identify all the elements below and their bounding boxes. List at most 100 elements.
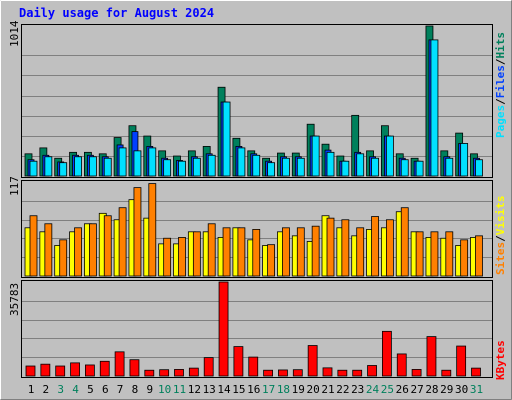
- legend-kbytes: KBytes: [494, 340, 507, 380]
- bar-sites-day-11: [178, 237, 186, 277]
- bar-sites-day-6: [103, 215, 112, 277]
- bar-pages-day-6: [103, 157, 112, 177]
- bar-sites-day-18: [282, 227, 290, 277]
- bar-kbytes-day-8: [129, 359, 140, 377]
- bar-kbytes-day-26: [396, 353, 407, 377]
- bar-pages-day-28: [430, 39, 439, 177]
- bar-kbytes-day-22: [337, 369, 348, 377]
- bar-kbytes-day-24: [367, 365, 377, 377]
- bar-pages-day-4: [74, 156, 82, 177]
- x-tick-label-day-31: 31: [470, 383, 483, 396]
- bar-sites-day-21: [326, 217, 335, 277]
- bar-pages-day-12: [192, 157, 201, 177]
- bar-pages-day-9: [148, 147, 157, 177]
- bar-sites-day-17: [267, 244, 276, 277]
- x-tick-label-day-3: 3: [57, 383, 64, 396]
- bar-pages-day-15: [237, 147, 246, 177]
- bar-pages-day-1: [29, 160, 38, 177]
- bar-kbytes-day-19: [292, 369, 303, 377]
- bar-kbytes-day-23: [352, 369, 363, 377]
- x-tick-label-day-21: 21: [321, 383, 334, 396]
- bar-sites-day-20: [311, 225, 320, 277]
- bar-kbytes-day-7: [114, 351, 125, 377]
- x-tick-label-day-19: 19: [292, 383, 305, 396]
- bar-kbytes-day-21: [322, 367, 333, 377]
- bar-pages-day-20: [311, 135, 320, 177]
- bar-pages-day-30: [460, 143, 469, 177]
- bar-kbytes-day-31: [471, 367, 481, 377]
- x-tick-label-day-6: 6: [102, 383, 109, 396]
- bar-sites-day-7: [118, 207, 127, 277]
- bar-kbytes-day-15: [233, 346, 244, 377]
- bar-sites-day-28: [430, 231, 439, 277]
- legend-part-bottom-0: KBytes: [494, 340, 507, 380]
- x-tick-label-day-1: 1: [28, 383, 35, 396]
- y-max-label-hits: 1014: [8, 20, 21, 47]
- legend-sites-visits: Sites/Visits: [494, 196, 507, 276]
- panel-kbytes-frame: [21, 280, 493, 378]
- bar-sites-day-1: [29, 215, 38, 277]
- bar-pages-day-21: [326, 151, 335, 177]
- x-tick-label-day-7: 7: [117, 383, 124, 396]
- bar-pages-day-5: [89, 156, 97, 177]
- bar-sites-day-26: [400, 207, 409, 277]
- bar-sites-day-24: [371, 216, 379, 277]
- bar-sites-day-16: [252, 229, 261, 277]
- bar-kbytes-day-2: [40, 363, 51, 377]
- bar-kbytes-day-10: [159, 369, 170, 377]
- y-max-label-visits: 117: [8, 176, 21, 196]
- legend-part-middle-1: /: [494, 235, 507, 242]
- bar-pages-day-24: [371, 157, 379, 177]
- x-tick-label-day-30: 30: [455, 383, 468, 396]
- y-max-label-kbytes: 35783: [8, 283, 21, 316]
- bar-sites-day-3: [59, 239, 68, 277]
- bar-sites-day-27: [415, 231, 424, 277]
- bar-pages-day-3: [59, 162, 68, 177]
- panel-hits-frame: [21, 24, 493, 178]
- bar-sites-day-9: [148, 183, 157, 277]
- bar-sites-day-10: [163, 237, 172, 277]
- bar-sites-day-25: [385, 219, 394, 277]
- bar-pages-day-17: [267, 162, 276, 177]
- bar-sites-day-14: [222, 227, 231, 277]
- bar-kbytes-day-3: [55, 365, 66, 377]
- bar-pages-day-7: [118, 147, 127, 177]
- x-tick-label-day-13: 13: [203, 383, 216, 396]
- bar-pages-day-11: [178, 160, 186, 177]
- bar-sites-day-31: [475, 235, 483, 277]
- x-tick-label-day-18: 18: [277, 383, 290, 396]
- bar-pages-day-18: [282, 157, 290, 177]
- bar-sites-day-15: [237, 227, 246, 277]
- bar-kbytes-day-28: [426, 336, 437, 377]
- legend-hits-files-pages: Pages/Files/Hits: [494, 32, 507, 138]
- x-tick-label-day-26: 26: [396, 383, 409, 396]
- legend-part-top-2: Files: [494, 65, 507, 98]
- x-tick-label-day-23: 23: [351, 383, 364, 396]
- bar-kbytes-day-6: [99, 360, 110, 377]
- bar-sites-day-19: [296, 227, 305, 277]
- bar-sites-day-2: [44, 223, 53, 277]
- bar-sites-day-8: [133, 187, 142, 277]
- bar-pages-day-13: [207, 154, 216, 177]
- x-tick-label-day-14: 14: [217, 383, 231, 396]
- bar-kbytes-day-16: [248, 356, 259, 377]
- bar-kbytes-day-17: [263, 369, 274, 377]
- bar-pages-day-14: [222, 101, 231, 177]
- x-tick-label-day-27: 27: [410, 383, 423, 396]
- bar-sites-day-30: [460, 239, 469, 277]
- bar-sites-day-5: [89, 223, 97, 277]
- bar-pages-day-10: [163, 159, 172, 177]
- legend-part-top-1: /: [494, 98, 507, 105]
- bar-kbytes-day-27: [411, 369, 422, 377]
- legend-part-top-4: Hits: [494, 32, 507, 59]
- bar-kbytes-day-4: [70, 362, 80, 377]
- x-tick-label-day-5: 5: [87, 383, 94, 396]
- bar-pages-day-16: [252, 154, 261, 177]
- x-tick-label-day-9: 9: [146, 383, 153, 396]
- bar-sites-day-22: [341, 219, 350, 277]
- bar-kbytes-day-9: [144, 369, 155, 377]
- bar-pages-day-23: [356, 153, 365, 177]
- bar-pages-day-2: [44, 156, 53, 177]
- bar-kbytes-day-12: [188, 367, 199, 377]
- bar-pages-day-8: [133, 150, 142, 177]
